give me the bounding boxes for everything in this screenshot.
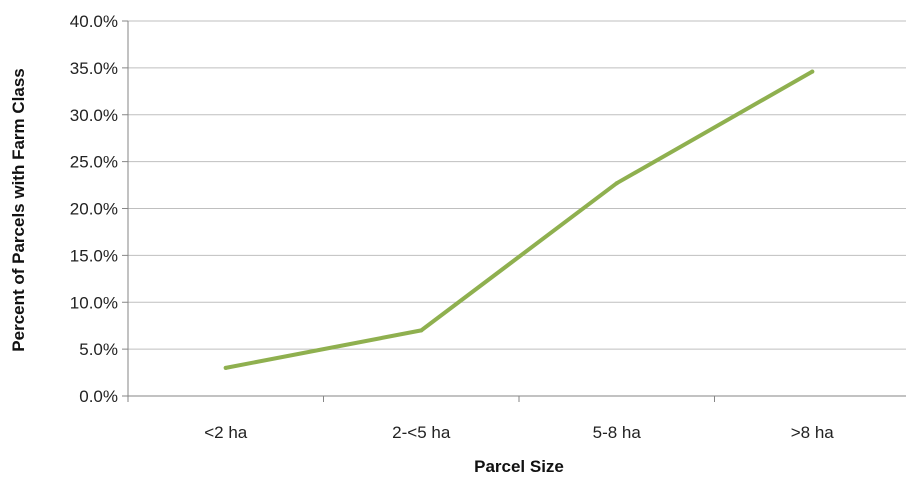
x-tick-label: <2 ha [204, 423, 248, 442]
y-tick-label: 40.0% [70, 12, 118, 31]
series-group [223, 69, 815, 370]
y-tick-label: 20.0% [70, 200, 118, 219]
x-tick-label: >8 ha [791, 423, 835, 442]
series-line [223, 69, 815, 370]
x-axis-ticks: <2 ha 2-<5 ha 5-8 ha >8 ha [127, 396, 835, 442]
y-tick-label: 25.0% [70, 153, 118, 172]
y-tick-label: 35.0% [70, 59, 118, 78]
data-point [614, 181, 619, 186]
y-tick-label: 10.0% [70, 293, 118, 312]
y-axis-ticks: 0.0% 5.0% 10.0% 15.0% 20.0% 25.0% 30.0% 35.0% 40… [70, 12, 128, 406]
y-tick-label: 0.0% [79, 387, 118, 406]
x-tick-label: 5-8 ha [593, 423, 642, 442]
data-point [223, 365, 228, 370]
data-point [810, 69, 815, 74]
y-axis-title: Percent of Parcels with Farm Class [9, 68, 28, 351]
gridlines [128, 20, 906, 350]
x-tick-label: 2-<5 ha [392, 423, 451, 442]
x-axis-title: Parcel Size [474, 457, 564, 476]
y-tick-label: 15.0% [70, 246, 118, 265]
data-point [419, 328, 424, 333]
y-tick-label: 5.0% [79, 340, 118, 359]
y-tick-label: 30.0% [70, 106, 118, 125]
